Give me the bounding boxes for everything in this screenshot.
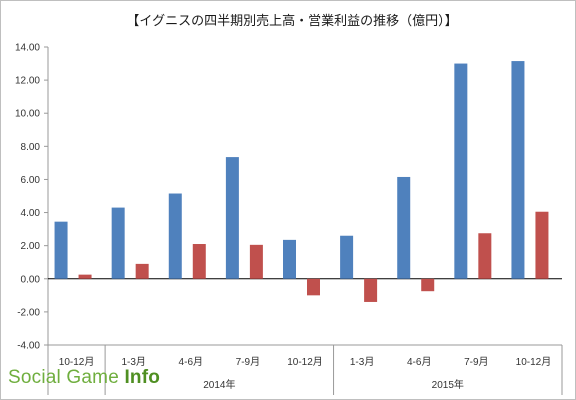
- y-tick-label: -2.00: [17, 307, 40, 318]
- x-tick-label: 7-9月: [464, 356, 488, 368]
- year-group-label: 2014年: [203, 378, 235, 391]
- y-tick-label: 14.00: [15, 43, 40, 54]
- year-group-label: 2015年: [432, 378, 464, 391]
- bar-sales-7: [454, 63, 468, 279]
- watermark-logo: Social Game Info: [8, 367, 160, 389]
- y-tick-label: 10.00: [15, 109, 40, 120]
- x-tick-label: 7-9月: [236, 356, 260, 368]
- x-tick-label: 10-12月: [516, 356, 552, 368]
- x-tick-label: 1-3月: [121, 356, 145, 368]
- x-tick-label: 4-6月: [407, 356, 431, 368]
- bar-operating-profit-2: [192, 244, 206, 279]
- bar-operating-profit-1: [135, 263, 149, 279]
- x-tick-label: 10-12月: [59, 356, 95, 368]
- y-tick-label: 12.00: [15, 76, 40, 87]
- bar-sales-3: [225, 157, 239, 279]
- x-tick-label: 10-12月: [287, 356, 323, 368]
- bar-operating-profit-0: [78, 274, 92, 279]
- y-tick-label: 6.00: [21, 175, 41, 186]
- x-tick-label: 1-3月: [350, 356, 374, 368]
- bar-sales-2: [168, 193, 182, 279]
- bar-sales-6: [397, 176, 411, 279]
- bar-operating-profit-5: [364, 278, 378, 302]
- watermark-text: Social Game: [8, 367, 125, 388]
- y-tick-label: 8.00: [21, 142, 41, 153]
- x-axis: 10-12月 1-3月 4-6月 7-9月 10-12月 1-3月 4-6月 7-9月 10-1…: [47, 278, 563, 395]
- y-tick-label: 4.00: [21, 208, 41, 219]
- y-tick-label: 2.00: [21, 241, 41, 252]
- bar-operating-profit-6: [421, 278, 435, 292]
- bar-operating-profit-7: [478, 233, 492, 279]
- bar-sales-1: [111, 207, 125, 279]
- watermark-text-info: Info: [124, 367, 161, 388]
- y-tick-label: -4.00: [17, 341, 40, 352]
- y-axis: -4.00 -2.00 0.00 2.00 4.00 6.00 8.00 10.00 12.00…: [15, 43, 49, 352]
- bar-operating-profit-8: [535, 211, 549, 279]
- x-tick-label: 4-6月: [179, 356, 203, 368]
- bar-operating-profit-4: [307, 278, 320, 296]
- bar-operating-profit-3: [249, 244, 263, 279]
- y-tick-label: 0.00: [21, 274, 41, 285]
- bar-sales-0: [54, 221, 68, 279]
- bars: [54, 61, 549, 302]
- bar-sales-5: [340, 235, 354, 279]
- bar-sales-4: [283, 239, 296, 279]
- bar-sales-8: [511, 61, 525, 279]
- chart-title: 【イグニスの四半期別売上高・営業利益の推移（億円）】: [126, 13, 457, 29]
